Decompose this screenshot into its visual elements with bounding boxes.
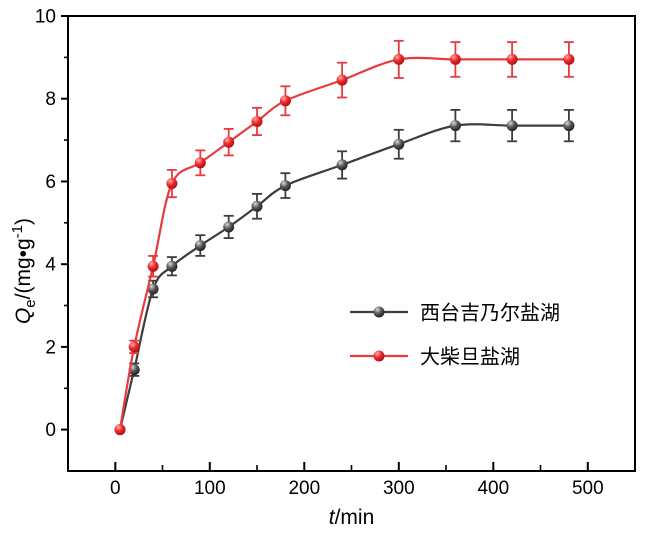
x-tick-label: 200: [288, 478, 320, 499]
data-point-marker: [147, 283, 159, 295]
y-tick-label: 10: [35, 7, 56, 28]
y-axis-title: Qe/(mg•g-1): [9, 218, 39, 324]
series-1: [114, 39, 575, 436]
y-tick-label: 4: [45, 255, 56, 276]
data-point-marker: [128, 341, 140, 353]
legend-marker: [373, 306, 385, 318]
data-point-marker: [114, 424, 126, 436]
data-point-marker: [393, 138, 405, 150]
y-tick-label: 2: [45, 337, 56, 358]
x-tick-label: 400: [477, 478, 509, 499]
legend-label: 西台吉乃尔盐湖: [420, 302, 560, 325]
data-point-marker: [449, 120, 461, 132]
data-point-marker: [563, 53, 575, 65]
x-tick-label: 100: [194, 478, 226, 499]
data-point-marker: [336, 159, 348, 171]
data-point-marker: [506, 120, 518, 132]
data-point-marker: [251, 116, 263, 127]
legend-item-0: 西台吉乃尔盐湖: [350, 302, 560, 325]
legend-marker: [373, 350, 385, 362]
data-point-marker: [194, 157, 206, 169]
x-tick-label: 0: [110, 478, 121, 499]
data-point-marker: [563, 120, 575, 132]
data-point-marker: [166, 260, 178, 272]
data-point-marker: [194, 240, 206, 252]
data-point-marker: [279, 180, 291, 192]
y-tick-label: 0: [45, 420, 56, 441]
data-point-marker: [223, 221, 235, 233]
y-axis: 0 2 4 6 8 10 Qe/(mg•g-1): [9, 7, 68, 441]
data-point-marker: [147, 260, 159, 272]
legend-item-1: 大柴旦盐湖: [350, 346, 520, 369]
series-line: [118, 56, 569, 430]
data-point-marker: [279, 95, 291, 107]
x-axis: 0 100 200 300 400 500 t/min: [110, 462, 604, 529]
plot-area-border: [67, 15, 636, 472]
series-line: [118, 123, 569, 430]
data-point-marker: [449, 53, 461, 65]
data-point-marker: [506, 53, 518, 65]
y-tick-label: 8: [45, 89, 56, 110]
series-0: [114, 109, 575, 436]
x-tick-label: 500: [572, 478, 604, 499]
data-point-marker: [393, 53, 405, 65]
legend-label: 大柴旦盐湖: [420, 346, 520, 369]
data-point-marker: [336, 74, 348, 86]
data-point-marker: [223, 136, 235, 148]
x-tick-label: 300: [383, 478, 415, 499]
y-tick-label: 6: [45, 172, 56, 193]
data-point-marker: [251, 200, 263, 212]
x-axis-title: t/min: [329, 506, 375, 529]
data-point-marker: [166, 178, 178, 189]
